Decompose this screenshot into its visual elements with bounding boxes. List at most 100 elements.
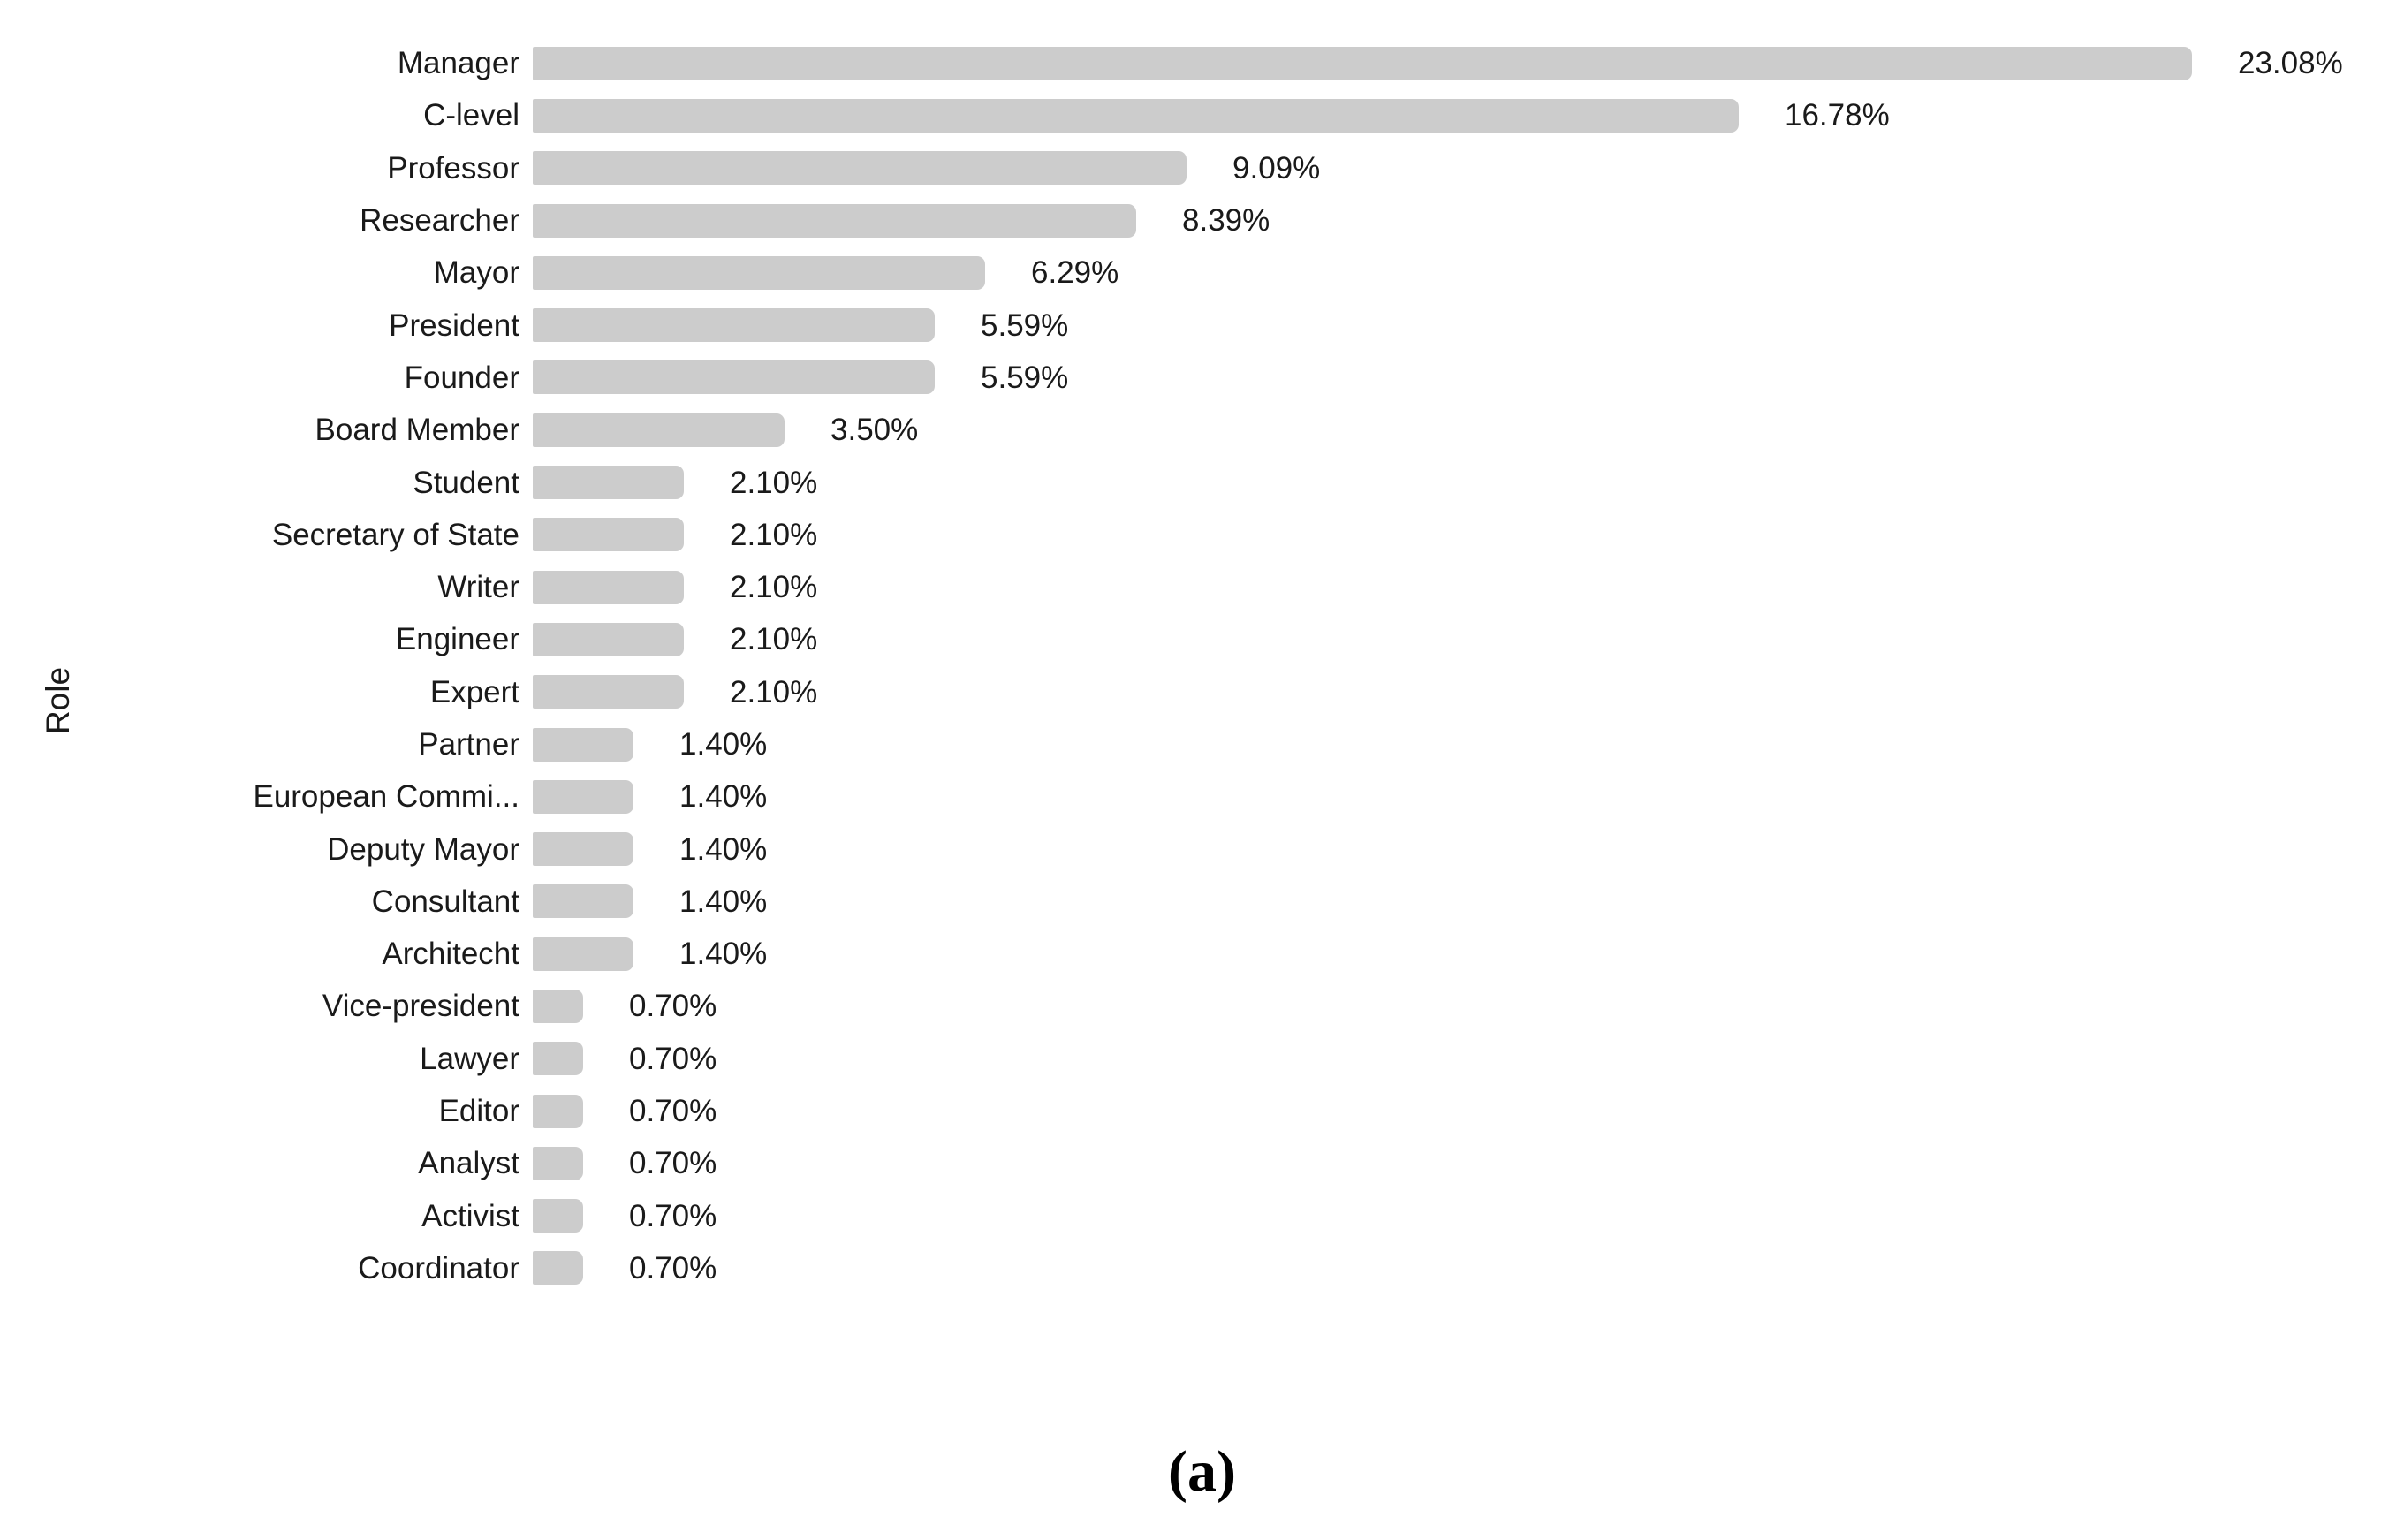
bar-track: 5.59%: [533, 299, 2404, 351]
value-label: 2.10%: [730, 674, 818, 709]
value-label: 0.70%: [629, 1094, 717, 1129]
bar-track: 0.70%: [533, 1137, 2404, 1189]
bar: [533, 937, 633, 971]
value-label: 5.59%: [981, 360, 1069, 395]
bar: [533, 466, 684, 500]
bar-track: 0.70%: [533, 1190, 2404, 1242]
bar: [533, 1042, 583, 1076]
bar: [533, 255, 985, 290]
category-label: President: [389, 307, 519, 343]
value-label: 0.70%: [629, 1250, 717, 1286]
bar-row: Board Member 3.50%: [0, 404, 2404, 456]
category-label: Consultant: [371, 884, 519, 919]
bar: [533, 675, 684, 709]
bar-track: 9.09%: [533, 142, 2404, 194]
bar-row: Analyst 0.70%: [0, 1137, 2404, 1189]
value-label: 9.09%: [1232, 150, 1321, 186]
bar-track: 0.70%: [533, 1242, 2404, 1294]
bar-row: Researcher 8.39%: [0, 194, 2404, 247]
category-label: Vice-president: [322, 989, 519, 1024]
bar-row: Manager 23.08%: [0, 37, 2404, 89]
bar: [533, 413, 785, 447]
bar-row: Professor 9.09%: [0, 142, 2404, 194]
value-label: 2.10%: [730, 465, 818, 500]
value-label: 2.10%: [730, 570, 818, 605]
bar-row: C-level 16.78%: [0, 89, 2404, 141]
value-label: 1.40%: [679, 884, 768, 919]
category-label: Professor: [387, 150, 519, 186]
category-label: Coordinator: [358, 1250, 519, 1286]
bar-chart: Manager 23.08% C-level 16.78% Professor …: [0, 37, 2404, 1294]
value-label: 1.40%: [679, 779, 768, 815]
bar-row: Activist 0.70%: [0, 1190, 2404, 1242]
category-label: Founder: [404, 360, 519, 395]
bar-track: 8.39%: [533, 194, 2404, 247]
bar: [533, 203, 1136, 238]
bar: [533, 779, 633, 814]
bar-track: 23.08%: [533, 37, 2404, 89]
value-label: 2.10%: [730, 517, 818, 552]
value-label: 1.40%: [679, 937, 768, 972]
bar-track: 1.40%: [533, 928, 2404, 980]
bar-row: Writer 2.10%: [0, 561, 2404, 613]
value-label: 1.40%: [679, 831, 768, 867]
value-label: 0.70%: [629, 1198, 717, 1233]
bar-row: Secretary of State 2.10%: [0, 509, 2404, 561]
value-label: 1.40%: [679, 727, 768, 762]
bar-row: Partner 1.40%: [0, 718, 2404, 770]
category-label: Writer: [437, 570, 519, 605]
bar: [533, 1199, 583, 1233]
bar-track: 1.40%: [533, 718, 2404, 770]
value-label: 0.70%: [629, 1041, 717, 1076]
category-label: Analyst: [418, 1146, 519, 1181]
value-label: 2.10%: [730, 622, 818, 657]
bar: [533, 308, 935, 343]
bar: [533, 727, 633, 762]
bar-row: Coordinator 0.70%: [0, 1242, 2404, 1294]
category-label: Engineer: [395, 622, 519, 657]
bar: [533, 1094, 583, 1128]
bar-track: 1.40%: [533, 823, 2404, 875]
bar-track: 0.70%: [533, 1085, 2404, 1137]
value-label: 6.29%: [1031, 255, 1119, 291]
value-label: 8.39%: [1182, 203, 1270, 239]
bar-track: 1.40%: [533, 770, 2404, 823]
bar: [533, 832, 633, 867]
value-label: 0.70%: [629, 989, 717, 1024]
bar-track: 2.10%: [533, 561, 2404, 613]
bar-track: 16.78%: [533, 89, 2404, 141]
bar-track: 2.10%: [533, 666, 2404, 718]
category-label: Researcher: [360, 203, 519, 239]
category-label: Deputy Mayor: [327, 831, 519, 867]
value-label: 23.08%: [2238, 46, 2343, 81]
bar-track: 3.50%: [533, 404, 2404, 456]
value-label: 16.78%: [1785, 98, 1890, 133]
category-label: Mayor: [433, 255, 519, 291]
bar-row: Founder 5.59%: [0, 352, 2404, 404]
bar: [533, 989, 583, 1023]
bar-track: 2.10%: [533, 613, 2404, 665]
bar: [533, 570, 684, 604]
bar-row: Student 2.10%: [0, 456, 2404, 508]
bar-row: Editor 0.70%: [0, 1085, 2404, 1137]
bar: [533, 360, 935, 395]
subfigure-caption: (a): [1168, 1439, 1236, 1504]
bar-rows: Manager 23.08% C-level 16.78% Professor …: [0, 37, 2404, 1294]
bar-row: Mayor 6.29%: [0, 247, 2404, 299]
bar: [533, 98, 1739, 133]
bar-track: 5.59%: [533, 352, 2404, 404]
bar-row: European Commi... 1.40%: [0, 770, 2404, 823]
bar-track: 2.10%: [533, 456, 2404, 508]
bar-row: Vice-president 0.70%: [0, 980, 2404, 1032]
bar-row: Deputy Mayor 1.40%: [0, 823, 2404, 875]
bar-track: 6.29%: [533, 247, 2404, 299]
bar: [533, 1251, 583, 1286]
bar-row: Architecht 1.40%: [0, 928, 2404, 980]
bar: [533, 46, 2192, 80]
category-label: Editor: [438, 1094, 519, 1129]
bar-row: Engineer 2.10%: [0, 613, 2404, 665]
bar: [533, 884, 633, 919]
bar: [533, 622, 684, 656]
bar-track: 0.70%: [533, 1033, 2404, 1085]
